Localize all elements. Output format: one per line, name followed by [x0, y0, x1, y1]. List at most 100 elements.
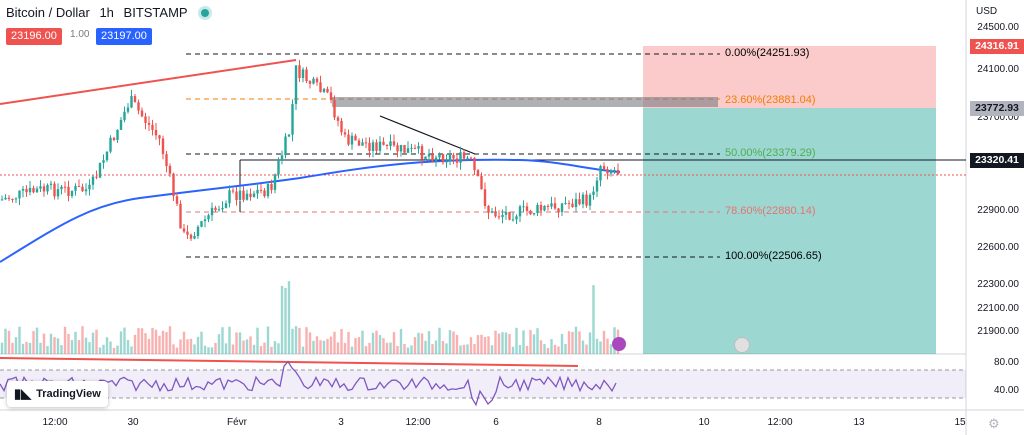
candle-body [7, 197, 11, 200]
candle-body [494, 211, 497, 217]
candle-body [550, 203, 553, 207]
volume-bar [350, 346, 354, 354]
candle-body [343, 132, 347, 135]
candle-body [193, 236, 196, 239]
candle-body [203, 219, 207, 222]
volume-bar [224, 343, 228, 354]
candle-body [364, 142, 368, 144]
candle-body [4, 197, 7, 200]
candle-body [522, 206, 525, 208]
candle-body [77, 186, 81, 188]
candle-body [154, 129, 158, 136]
volume-bar [441, 341, 445, 354]
candle-body [74, 186, 77, 191]
volume-bar [557, 346, 560, 354]
volume-bar [231, 344, 235, 354]
volume-bar [354, 338, 357, 354]
volume-bar [0, 342, 4, 354]
volume-bar [396, 345, 399, 354]
candle-body [301, 69, 305, 78]
candle-body [354, 135, 357, 141]
settings-icon[interactable]: ⚙ [988, 416, 1000, 431]
volume-bar [74, 331, 77, 354]
volume-bar [371, 332, 375, 354]
candle-body [368, 142, 371, 151]
candle-body [441, 154, 445, 163]
candle-body [14, 198, 18, 200]
dividend-event-icon[interactable] [612, 337, 626, 351]
candle-body [224, 203, 228, 208]
candle-body [18, 190, 21, 199]
volume-bar [214, 342, 217, 354]
candle-body [291, 104, 294, 135]
volume-bar [368, 342, 371, 354]
volume-bar [336, 342, 340, 354]
candle-body [448, 154, 452, 162]
volume-bar [266, 326, 270, 354]
candle-body [63, 186, 67, 188]
volume-bar [245, 339, 249, 354]
volume-bar [592, 285, 595, 354]
candle-body [413, 147, 417, 149]
volume-bar [98, 347, 102, 354]
candle-body [305, 69, 308, 82]
x-tick: 8 [596, 417, 602, 428]
candle-body [270, 183, 273, 190]
candle-body [140, 110, 144, 117]
fib-level-100: 100.00%(22506.65) [725, 250, 822, 262]
candle-body [578, 199, 581, 205]
rsi-line [0, 360, 617, 407]
volume-bar [511, 346, 515, 354]
current-price-badge: 23320.41 [970, 153, 1024, 168]
volume-bar [564, 343, 567, 354]
volume-bar [291, 328, 294, 354]
volume-bar [203, 345, 207, 354]
volume-bar [403, 343, 406, 354]
candle-body [389, 141, 392, 146]
volume-bar [462, 344, 466, 354]
volume-bar [606, 338, 609, 354]
us-flag-event-icon[interactable] [734, 337, 750, 353]
symbol-header[interactable]: Bitcoin / Dollar 1h BITSTAMP [6, 5, 188, 20]
candle-body [424, 156, 427, 160]
candle-body [539, 204, 543, 211]
tradingview-logo[interactable]: ▮◣ TradingView [7, 381, 108, 407]
volume-bar [483, 336, 487, 354]
candle-body [11, 199, 14, 201]
buy-price-button[interactable]: 23197.00 [96, 28, 152, 45]
volume-bar [543, 344, 546, 354]
volume-bar [588, 332, 592, 354]
candle-body [168, 166, 172, 174]
volume-bar [238, 332, 242, 354]
candle-body [532, 212, 536, 215]
volume-bar [550, 339, 553, 354]
candle-body [536, 204, 539, 213]
volume-bar [497, 333, 501, 354]
candle-body [560, 203, 564, 212]
candle-body [112, 137, 116, 141]
volume-bar [109, 341, 112, 354]
sell-price-button[interactable]: 23196.00 [6, 28, 62, 45]
x-tick: 3 [338, 417, 344, 428]
candle-body [557, 208, 560, 212]
volume-bar [392, 332, 396, 354]
candle-body [116, 129, 119, 141]
candle-body [371, 142, 375, 151]
volume-bar [347, 331, 350, 354]
candle-body [102, 160, 105, 163]
volume-bar [193, 344, 196, 354]
candle-body [151, 124, 154, 130]
currency-label[interactable]: USD [976, 6, 998, 17]
candle-body [382, 141, 385, 145]
volume-bar [609, 344, 613, 354]
candle-body [511, 219, 515, 221]
volume-bar [322, 340, 326, 354]
volume-bar [518, 345, 522, 354]
y-tick: 23700.00 [977, 112, 1019, 123]
x-tick: 12:00 [405, 417, 431, 428]
candle-body [56, 189, 60, 197]
volume-bar [259, 346, 263, 354]
rsi-band [0, 370, 966, 398]
volume-bar [434, 340, 438, 354]
